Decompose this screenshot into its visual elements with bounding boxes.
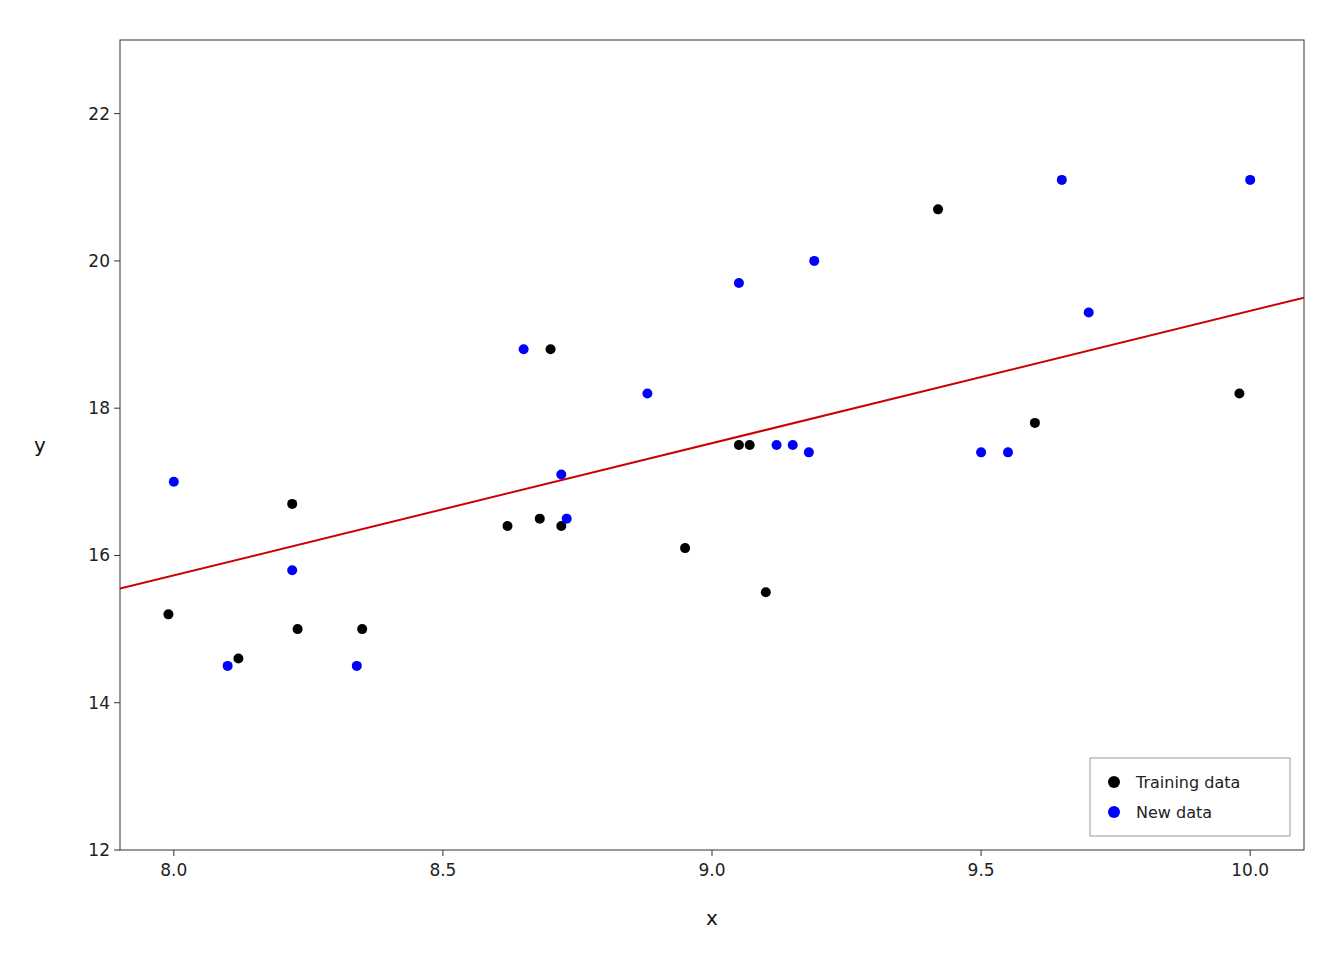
x-tick-label: 9.5 — [968, 860, 995, 880]
point — [809, 256, 819, 266]
plot-frame — [120, 40, 1304, 850]
regression-line — [120, 298, 1304, 589]
point — [223, 661, 233, 671]
y-tick — [114, 850, 120, 851]
y-tick-label: 14 — [88, 693, 110, 713]
point — [933, 204, 943, 214]
point — [804, 447, 814, 457]
x-tick — [442, 850, 443, 856]
point — [519, 344, 529, 354]
point — [1057, 175, 1067, 185]
point — [761, 587, 771, 597]
marks — [120, 175, 1304, 671]
legend-swatch — [1108, 806, 1120, 818]
page: {"chart_data": {"type": "scatter", "xlab… — [0, 0, 1344, 960]
legend: Training data New data — [1090, 758, 1290, 836]
point — [163, 609, 173, 619]
line-layer — [120, 298, 1304, 589]
point — [788, 440, 798, 450]
y-tick-label: 22 — [88, 104, 110, 124]
point — [535, 514, 545, 524]
point — [1003, 447, 1013, 457]
point — [357, 624, 367, 634]
y-tick — [114, 260, 120, 261]
y-tick-label: 12 — [88, 840, 110, 860]
legend-box — [1090, 758, 1290, 836]
legend-label: Training data — [1135, 773, 1240, 792]
point — [169, 477, 179, 487]
point — [233, 654, 243, 664]
point — [642, 388, 652, 398]
x-tick-label: 8.5 — [429, 860, 456, 880]
point — [293, 624, 303, 634]
point — [1234, 388, 1244, 398]
x-tick — [1250, 850, 1251, 856]
x-tick-label: 10.0 — [1231, 860, 1269, 880]
x-tick — [173, 850, 174, 856]
point — [680, 543, 690, 553]
y-axis-label: y — [34, 433, 46, 457]
point — [772, 440, 782, 450]
point — [352, 661, 362, 671]
point — [1245, 175, 1255, 185]
y-tick — [114, 702, 120, 703]
point — [546, 344, 556, 354]
point-layer — [163, 175, 1255, 671]
point — [976, 447, 986, 457]
y-tick — [114, 555, 120, 556]
point — [745, 440, 755, 450]
chart: 8.0 8.5 9.0 9.5 10.0 12 14 16 18 20 22 x y Training d… — [0, 0, 1344, 960]
y-tick-label: 20 — [88, 251, 110, 271]
y-tick-label: 16 — [88, 545, 110, 565]
y-tick — [114, 113, 120, 114]
x-tick-label: 9.0 — [698, 860, 725, 880]
point — [734, 278, 744, 288]
point — [287, 565, 297, 575]
point — [734, 440, 744, 450]
y-tick-label: 18 — [88, 398, 110, 418]
x-tick-label: 8.0 — [160, 860, 187, 880]
x-tick — [981, 850, 982, 856]
legend-swatch — [1108, 776, 1120, 788]
point — [1084, 307, 1094, 317]
y-tick — [114, 408, 120, 409]
point — [502, 521, 512, 531]
point — [287, 499, 297, 509]
plot-background — [120, 40, 1304, 850]
legend-label: New data — [1136, 803, 1212, 822]
point — [556, 469, 566, 479]
point — [1030, 418, 1040, 428]
x-tick — [712, 850, 713, 856]
point — [562, 514, 572, 524]
x-axis-label: x — [706, 906, 718, 930]
